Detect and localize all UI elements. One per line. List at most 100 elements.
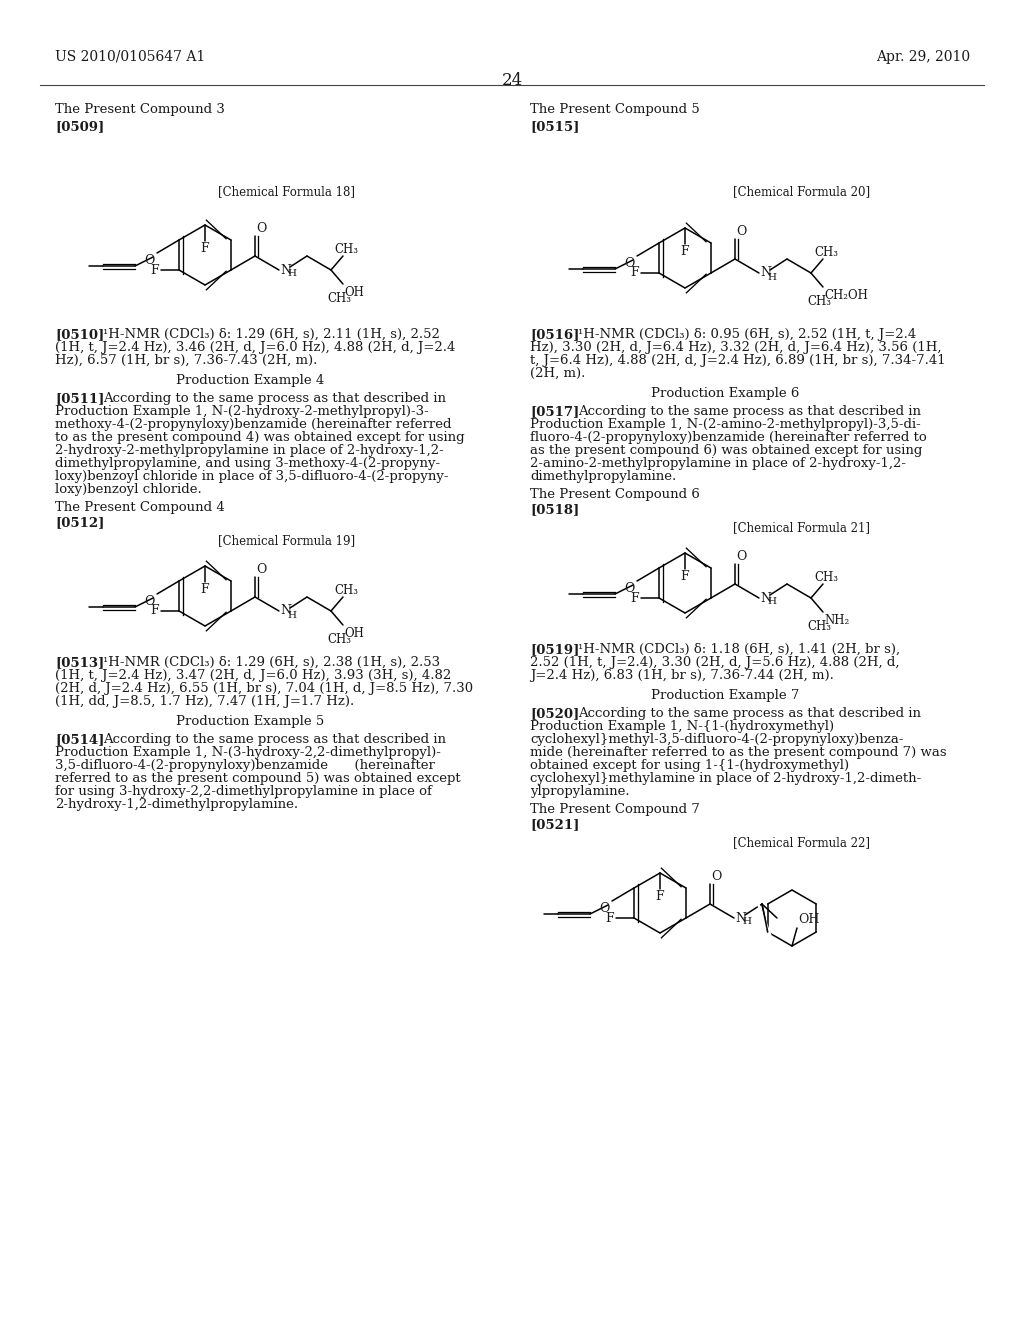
Text: F: F: [631, 267, 639, 280]
Text: The Present Compound 3: The Present Compound 3: [55, 103, 225, 116]
Text: O: O: [144, 595, 155, 609]
Text: CH₃: CH₃: [807, 620, 831, 634]
Text: OH: OH: [798, 913, 819, 927]
Text: H: H: [287, 269, 296, 279]
Text: According to the same process as that described in: According to the same process as that de…: [103, 733, 446, 746]
Text: [0515]: [0515]: [530, 120, 580, 133]
Text: referred to as the present compound 5) was obtained except: referred to as the present compound 5) w…: [55, 772, 461, 785]
Text: Production Example 5: Production Example 5: [176, 715, 325, 729]
Text: N: N: [735, 912, 745, 924]
Text: Production Example 1, N-(2-hydroxy-2-methylpropyl)-3-: Production Example 1, N-(2-hydroxy-2-met…: [55, 405, 429, 418]
Text: NH₂: NH₂: [824, 614, 849, 627]
Text: ylpropylamine.: ylpropylamine.: [530, 785, 630, 799]
Text: [0521]: [0521]: [530, 818, 580, 832]
Text: 3,5-difluoro-4-(2-propynyloxy)benzamide  (hereinafter: 3,5-difluoro-4-(2-propynyloxy)benzamide …: [55, 759, 435, 772]
Text: as the present compound 6) was obtained except for using: as the present compound 6) was obtained …: [530, 444, 923, 457]
Text: CH₃: CH₃: [807, 294, 831, 308]
Text: loxy)benzoyl chloride.: loxy)benzoyl chloride.: [55, 483, 202, 496]
Text: N: N: [760, 267, 771, 280]
Text: CH₃: CH₃: [327, 292, 351, 305]
Text: N: N: [280, 264, 291, 276]
Text: N: N: [760, 591, 771, 605]
Text: [0519]: [0519]: [530, 643, 580, 656]
Text: F: F: [655, 890, 665, 903]
Text: to as the present compound 4) was obtained except for using: to as the present compound 4) was obtain…: [55, 432, 465, 444]
Text: O: O: [256, 564, 266, 576]
Text: [0514]: [0514]: [55, 733, 104, 746]
Text: H: H: [742, 917, 751, 927]
Text: loxy)benzoyl chloride in place of 3,5-difluoro-4-(2-propyny-: loxy)benzoyl chloride in place of 3,5-di…: [55, 470, 449, 483]
Text: mide (hereinafter referred to as the present compound 7) was: mide (hereinafter referred to as the pre…: [530, 746, 946, 759]
Text: US 2010/0105647 A1: US 2010/0105647 A1: [55, 50, 205, 63]
Text: Production Example 7: Production Example 7: [651, 689, 799, 702]
Text: [0518]: [0518]: [530, 503, 580, 516]
Text: Hz), 3.30 (2H, d, J=6.4 Hz), 3.32 (2H, d, J=6.4 Hz), 3.56 (1H,: Hz), 3.30 (2H, d, J=6.4 Hz), 3.32 (2H, d…: [530, 341, 941, 354]
Text: Production Example 1, N-(3-hydroxy-2,2-dimethylpropyl)-: Production Example 1, N-(3-hydroxy-2,2-d…: [55, 746, 441, 759]
Text: ¹H-NMR (CDCl₃) δ: 0.95 (6H, s), 2.52 (1H, t, J=2.4: ¹H-NMR (CDCl₃) δ: 0.95 (6H, s), 2.52 (1H…: [578, 327, 916, 341]
Text: [Chemical Formula 21]: [Chemical Formula 21]: [733, 521, 870, 535]
Text: [0516]: [0516]: [530, 327, 580, 341]
Text: [0513]: [0513]: [55, 656, 104, 669]
Text: According to the same process as that described in: According to the same process as that de…: [103, 392, 446, 405]
Text: 2.52 (1H, t, J=2.4), 3.30 (2H, d, J=5.6 Hz), 4.88 (2H, d,: 2.52 (1H, t, J=2.4), 3.30 (2H, d, J=5.6 …: [530, 656, 899, 669]
Text: 2-hydroxy-1,2-dimethylpropylamine.: 2-hydroxy-1,2-dimethylpropylamine.: [55, 799, 298, 810]
Text: O: O: [625, 582, 635, 595]
Text: CH₃: CH₃: [814, 572, 838, 583]
Text: (1H, t, J=2.4 Hz), 3.47 (2H, d, J=6.0 Hz), 3.93 (3H, s), 4.82: (1H, t, J=2.4 Hz), 3.47 (2H, d, J=6.0 Hz…: [55, 669, 452, 682]
Text: [0511]: [0511]: [55, 392, 104, 405]
Text: (1H, t, J=2.4 Hz), 3.46 (2H, d, J=6.0 Hz), 4.88 (2H, d, J=2.4: (1H, t, J=2.4 Hz), 3.46 (2H, d, J=6.0 Hz…: [55, 341, 456, 354]
Text: [0520]: [0520]: [530, 708, 580, 719]
Text: H: H: [767, 272, 776, 281]
Text: F: F: [631, 591, 639, 605]
Text: dimethylpropylamine, and using 3-methoxy-4-(2-propyny-: dimethylpropylamine, and using 3-methoxy…: [55, 457, 440, 470]
Text: The Present Compound 7: The Present Compound 7: [530, 803, 699, 816]
Text: CH₃: CH₃: [814, 246, 838, 259]
Text: N: N: [280, 605, 291, 618]
Text: dimethylpropylamine.: dimethylpropylamine.: [530, 470, 676, 483]
Text: O: O: [736, 550, 746, 564]
Text: H: H: [287, 610, 296, 619]
Text: [Chemical Formula 20]: [Chemical Formula 20]: [733, 185, 870, 198]
Text: ¹H-NMR (CDCl₃) δ: 1.29 (6H, s), 2.38 (1H, s), 2.53: ¹H-NMR (CDCl₃) δ: 1.29 (6H, s), 2.38 (1H…: [103, 656, 440, 669]
Text: cyclohexyl}methyl-3,5-difluoro-4-(2-propynyloxy)benza-: cyclohexyl}methyl-3,5-difluoro-4-(2-prop…: [530, 733, 903, 746]
Text: 24: 24: [502, 73, 522, 88]
Text: F: F: [681, 246, 689, 257]
Text: The Present Compound 5: The Present Compound 5: [530, 103, 699, 116]
Text: Production Example 6: Production Example 6: [651, 387, 799, 400]
Text: CH₃: CH₃: [334, 583, 358, 597]
Text: (2H, m).: (2H, m).: [530, 367, 586, 380]
Text: [0510]: [0510]: [55, 327, 104, 341]
Text: The Present Compound 4: The Present Compound 4: [55, 502, 224, 513]
Text: F: F: [201, 583, 209, 597]
Text: Production Example 4: Production Example 4: [176, 374, 325, 387]
Text: [0517]: [0517]: [530, 405, 580, 418]
Text: F: F: [605, 912, 614, 924]
Text: Hz), 6.57 (1H, br s), 7.36-7.43 (2H, m).: Hz), 6.57 (1H, br s), 7.36-7.43 (2H, m).: [55, 354, 317, 367]
Text: 2-hydroxy-2-methylpropylamine in place of 2-hydroxy-1,2-: 2-hydroxy-2-methylpropylamine in place o…: [55, 444, 443, 457]
Text: J=2.4 Hz), 6.83 (1H, br s), 7.36-7.44 (2H, m).: J=2.4 Hz), 6.83 (1H, br s), 7.36-7.44 (2…: [530, 669, 834, 682]
Text: obtained except for using 1-{1-(hydroxymethyl): obtained except for using 1-{1-(hydroxym…: [530, 759, 849, 772]
Text: [0512]: [0512]: [55, 516, 104, 529]
Text: t, J=6.4 Hz), 4.88 (2H, d, J=2.4 Hz), 6.89 (1H, br s), 7.34-7.41: t, J=6.4 Hz), 4.88 (2H, d, J=2.4 Hz), 6.…: [530, 354, 945, 367]
Text: CH₂OH: CH₂OH: [824, 289, 868, 302]
Text: Production Example 1, N-{1-(hydroxymethyl): Production Example 1, N-{1-(hydroxymethy…: [530, 719, 835, 733]
Text: O: O: [625, 257, 635, 271]
Text: The Present Compound 6: The Present Compound 6: [530, 488, 699, 502]
Text: F: F: [151, 264, 159, 276]
Text: for using 3-hydroxy-2,2-dimethylpropylamine in place of: for using 3-hydroxy-2,2-dimethylpropylam…: [55, 785, 432, 799]
Text: O: O: [256, 222, 266, 235]
Text: ¹H-NMR (CDCl₃) δ: 1.29 (6H, s), 2.11 (1H, s), 2.52: ¹H-NMR (CDCl₃) δ: 1.29 (6H, s), 2.11 (1H…: [103, 327, 440, 341]
Text: [Chemical Formula 22]: [Chemical Formula 22]: [733, 836, 870, 849]
Text: According to the same process as that described in: According to the same process as that de…: [578, 708, 921, 719]
Text: F: F: [681, 570, 689, 583]
Text: O: O: [144, 253, 155, 267]
Text: OH: OH: [344, 286, 364, 300]
Text: (1H, dd, J=8.5, 1.7 Hz), 7.47 (1H, J=1.7 Hz).: (1H, dd, J=8.5, 1.7 Hz), 7.47 (1H, J=1.7…: [55, 696, 354, 708]
Text: CH₃: CH₃: [334, 243, 358, 256]
Text: [Chemical Formula 18]: [Chemical Formula 18]: [218, 185, 355, 198]
Text: fluoro-4-(2-propynyloxy)benzamide (hereinafter referred to: fluoro-4-(2-propynyloxy)benzamide (herei…: [530, 432, 927, 444]
Text: (2H, d, J=2.4 Hz), 6.55 (1H, br s), 7.04 (1H, d, J=8.5 Hz), 7.30: (2H, d, J=2.4 Hz), 6.55 (1H, br s), 7.04…: [55, 682, 473, 696]
Text: O: O: [711, 870, 721, 883]
Text: According to the same process as that described in: According to the same process as that de…: [578, 405, 921, 418]
Text: methoxy-4-(2-propynyloxy)benzamide (hereinafter referred: methoxy-4-(2-propynyloxy)benzamide (here…: [55, 418, 452, 432]
